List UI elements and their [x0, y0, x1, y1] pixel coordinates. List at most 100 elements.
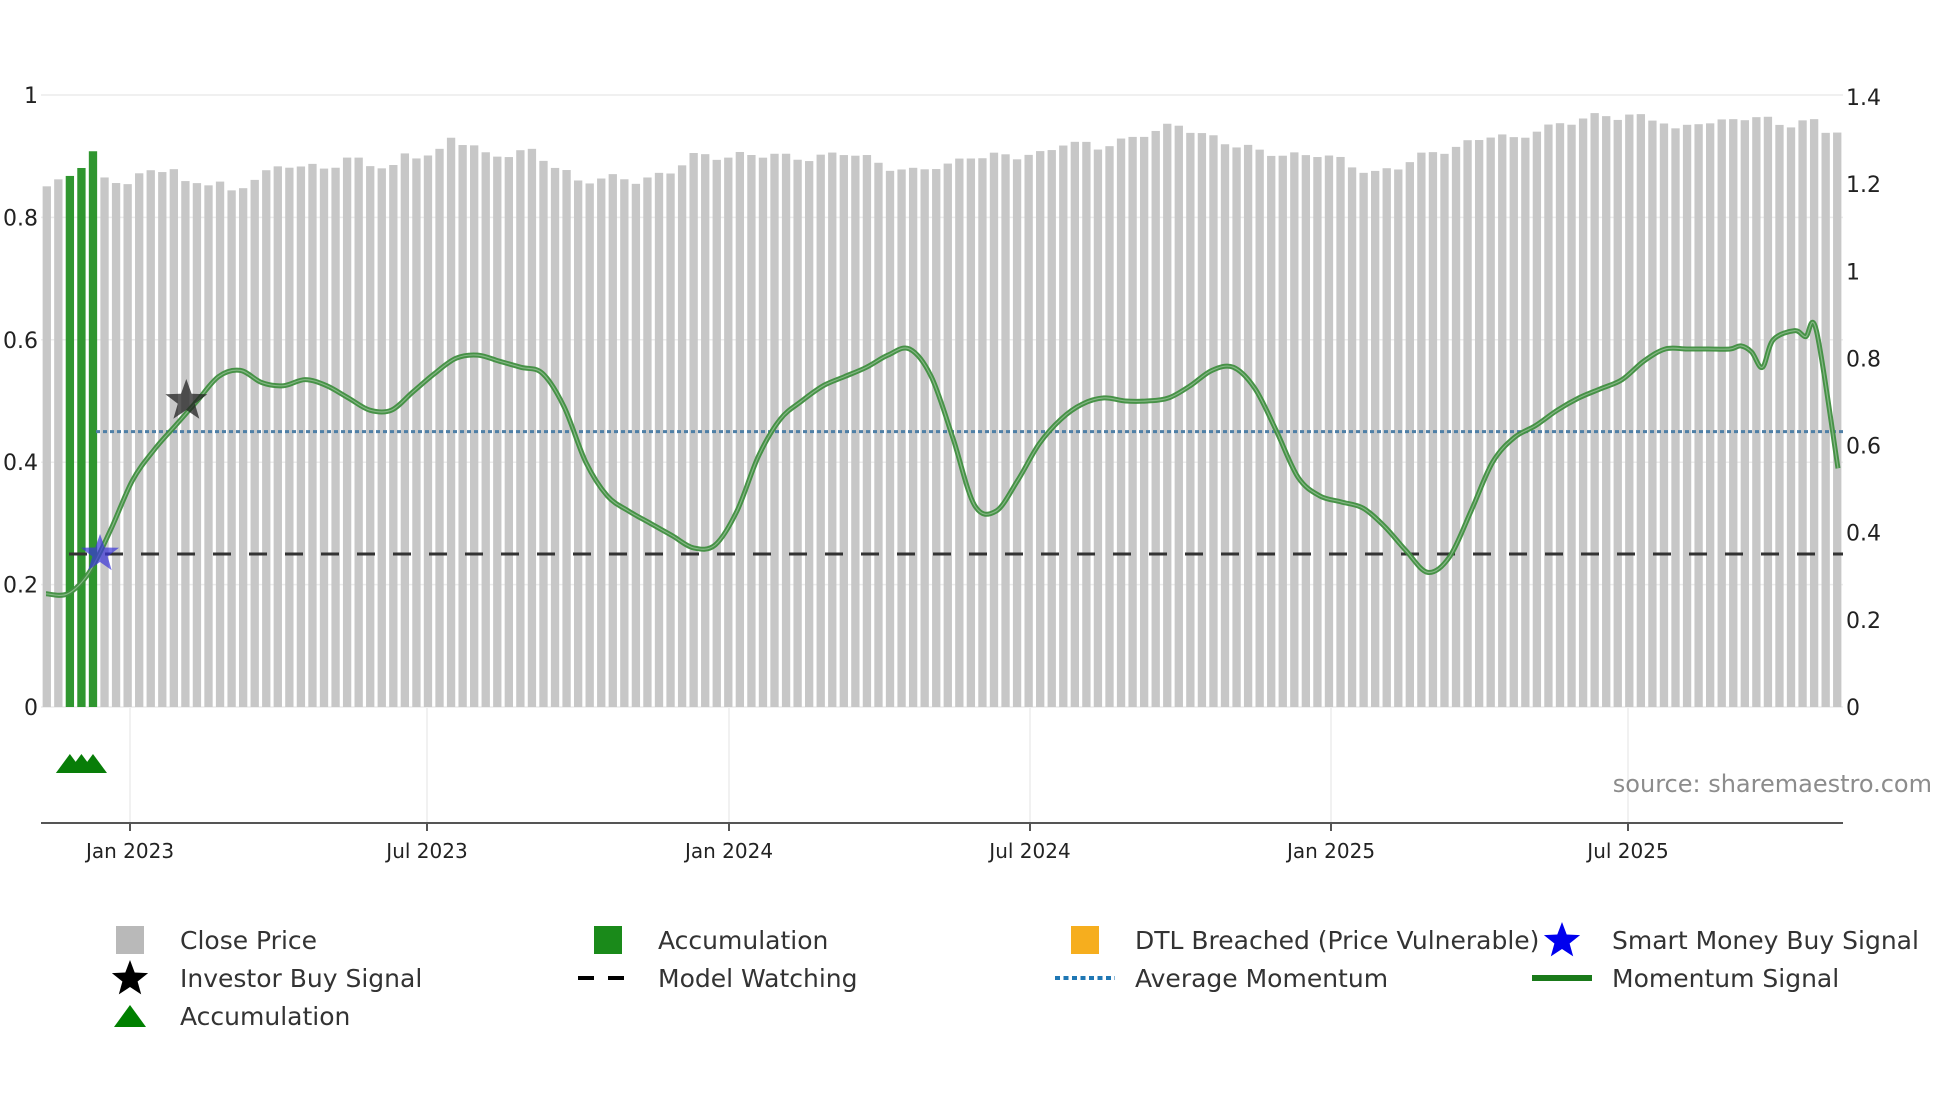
- close-price-bar: [435, 148, 444, 708]
- reference-lines: [69, 430, 1843, 556]
- close-price-bar: [366, 166, 375, 707]
- close-price-bar: [885, 170, 895, 708]
- close-price-bar: [1578, 118, 1588, 707]
- close-price-bar: [1382, 168, 1391, 708]
- close-price-bar: [1717, 119, 1726, 707]
- close-price-bar: [943, 163, 952, 707]
- signal-markers: [55, 379, 208, 773]
- momentum-signal: [45, 319, 1841, 598]
- close-price-bar: [146, 170, 155, 708]
- close-price-bar: [273, 166, 282, 708]
- close-price-bar: [978, 158, 987, 708]
- right-tick-label: 1.2: [1846, 173, 1881, 198]
- investor-buy-star: [165, 379, 208, 419]
- close-price-bar: [42, 186, 51, 707]
- close-price-bar: [1036, 151, 1045, 708]
- close-price-bar: [1290, 152, 1299, 708]
- close-price-bar: [1174, 125, 1183, 707]
- close-price-bar: [643, 177, 652, 708]
- close-price-bar: [1786, 127, 1796, 707]
- close-price-bar: [262, 170, 271, 708]
- close-price-bar: [377, 168, 386, 708]
- close-price-bar: [319, 168, 329, 708]
- right-tick-label: 1: [1846, 260, 1860, 285]
- close-price-bar: [1555, 123, 1565, 707]
- close-price-bar: [805, 161, 814, 707]
- close-price-bar: [1821, 132, 1830, 708]
- close-price-bar: [1763, 116, 1773, 707]
- x-tick-label: Jan 2024: [683, 839, 773, 863]
- close-price-bar: [1590, 113, 1599, 708]
- close-price-bar: [1232, 147, 1241, 707]
- close-price-bar: [204, 185, 213, 708]
- x-tick-label: Jan 2023: [84, 839, 174, 863]
- right-tick-label: 0.8: [1846, 347, 1881, 372]
- close-price-bar: [1394, 169, 1403, 708]
- left-tick-label: 1: [24, 84, 38, 109]
- close-price-bar: [215, 181, 225, 708]
- close-price-bar: [470, 145, 479, 708]
- right-tick-label: 0.6: [1846, 435, 1881, 460]
- close-price-bar: [1486, 137, 1495, 707]
- close-price-bar: [1833, 132, 1842, 708]
- close-price-bar: [1163, 123, 1172, 707]
- close-price-bar: [1139, 136, 1149, 707]
- close-price-bar: [192, 183, 202, 708]
- left-tick-label: 0.8: [3, 206, 38, 231]
- close-price-bar: [793, 159, 802, 708]
- close-price-bar: [446, 137, 456, 708]
- close-price-bar: [920, 169, 929, 707]
- close-price-bar: [1347, 167, 1357, 708]
- close-price-bar: [238, 188, 248, 707]
- close-price-bar: [932, 169, 941, 708]
- left-tick-label: 0.2: [3, 574, 38, 599]
- close-price-bar: [747, 155, 756, 707]
- right-tick-label: 0.2: [1846, 609, 1881, 634]
- close-price-bar: [1740, 120, 1749, 707]
- close-price-bar: [1498, 134, 1507, 707]
- close-price-bar: [111, 183, 121, 707]
- close-price-bar: [1001, 154, 1010, 707]
- close-price-bar: [1636, 114, 1646, 707]
- close-price-bar: [527, 148, 537, 708]
- close-price-bar: [966, 158, 976, 707]
- accumulation-triangle: [78, 754, 107, 773]
- close-price-bar: [1336, 156, 1345, 707]
- close-price-bar: [1671, 128, 1680, 707]
- close-price-bar: [1682, 124, 1692, 707]
- source-label: source: sharemaestro.com: [1613, 770, 1932, 798]
- smart-money-buy-star: [81, 534, 119, 571]
- right-tick-label: 1.4: [1846, 86, 1881, 111]
- close-price-bar: [689, 153, 698, 707]
- close-price-bar: [1567, 124, 1576, 708]
- close-price-bar: [1532, 131, 1542, 707]
- close-price-bar: [1220, 144, 1230, 707]
- close-price-bar: [597, 178, 606, 707]
- close-price-bar: [412, 158, 421, 707]
- close-price-bar: [1440, 153, 1449, 707]
- close-price-bar: [1474, 140, 1484, 707]
- close-price-bar: [562, 170, 571, 707]
- close-price-bar: [1243, 144, 1253, 707]
- close-price-bar: [227, 190, 236, 708]
- close-price-bar: [1093, 149, 1103, 707]
- close-price-bar: [608, 174, 617, 707]
- close-price-bar: [504, 157, 513, 708]
- close-price-bar: [735, 151, 745, 708]
- close-price-bar: [1602, 116, 1611, 707]
- close-price-bar: [1197, 133, 1207, 707]
- close-price-bars: [42, 113, 1842, 708]
- accumulation-bar: [65, 175, 75, 707]
- close-price-bar: [1405, 162, 1414, 707]
- close-price-bar: [1752, 117, 1761, 708]
- close-price-bar: [1509, 137, 1518, 707]
- close-price-bar: [666, 173, 675, 707]
- close-price-bar: [631, 183, 641, 708]
- close-price-bar: [1428, 152, 1438, 707]
- x-tick-label: Jul 2023: [384, 839, 467, 863]
- close-price-bar: [874, 162, 883, 707]
- close-price-bar: [1128, 136, 1137, 707]
- x-tick-label: Jul 2025: [1585, 839, 1668, 863]
- close-price-bar: [308, 163, 317, 707]
- close-price-bar: [1070, 141, 1079, 707]
